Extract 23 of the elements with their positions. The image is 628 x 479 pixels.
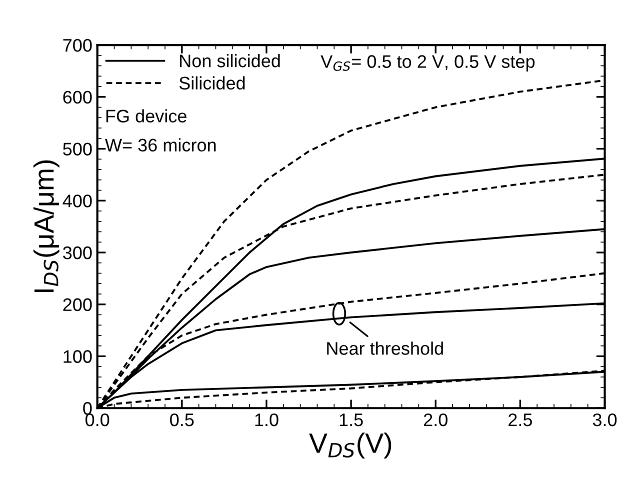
annotation: Near threshold [327,342,443,355]
y-tick-label: 700 [63,38,92,52]
annotation: V$_{GS}$= 0.5 to 2 V, 0.5 V step [320,55,535,72]
annotation: W= 36 micron [105,138,216,152]
x-axis-title: V$_{DS}$(V) [309,432,392,458]
x-tick-label: 2.0 [424,413,448,426]
y-tick-label: 400 [62,194,92,208]
x-tick-label: 1.0 [255,413,278,426]
legend-label: Non silicided [180,54,280,68]
y-tick-label: 200 [63,298,92,312]
y-tick-label: 300 [63,246,92,260]
legend-label: Silicided [179,76,245,90]
x-tick-label: 2.5 [508,413,532,426]
y-tick-label: 100 [64,350,92,363]
y-tick-label: 500 [63,142,92,156]
x-tick-label: 0.5 [170,413,194,426]
x-tick-label: 0.0 [85,413,110,426]
y-tick-label: 0 [83,402,92,415]
x-tick-label: 3.0 [592,413,617,426]
y-axis-title: I$_{DS}$(μA/μm) [33,160,60,292]
x-tick-label: 1.5 [340,414,363,426]
annotation: FG device [106,109,186,122]
y-tick-label: 600 [63,90,92,104]
